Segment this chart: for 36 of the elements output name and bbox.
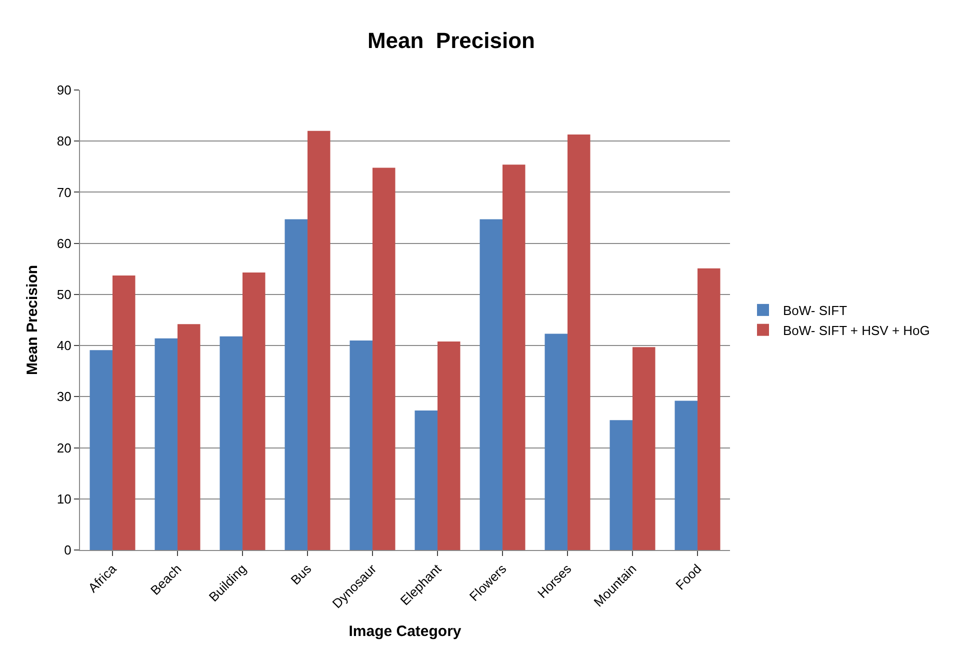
bar [112, 276, 136, 550]
y-tick-label: 80 [56, 134, 72, 149]
bar [220, 336, 242, 550]
bar [308, 130, 330, 550]
legend-label: BoW- SIFT [783, 303, 848, 318]
legend-label: BoW- SIFT + HSV + HoG [783, 322, 930, 338]
x-axis-title: Image Category [348, 623, 462, 640]
y-tick-label: 10 [56, 491, 72, 506]
y-tick-label: 0 [64, 542, 72, 558]
bar [372, 168, 396, 550]
y-axis-title: Mean Precision [24, 264, 42, 376]
bar [480, 219, 502, 550]
y-tick-label: 50 [56, 286, 72, 302]
chart-title: Mean Precision [367, 28, 535, 53]
bar [632, 347, 656, 550]
bar [544, 334, 568, 550]
bar [178, 324, 200, 550]
bar [284, 219, 308, 550]
x-tick-label: Bus [288, 560, 315, 588]
y-tick-label: 90 [56, 82, 72, 98]
bar [438, 341, 460, 550]
y-tick-label: 30 [56, 389, 72, 404]
y-tick-label: 40 [56, 338, 72, 354]
y-tick-label: 70 [56, 184, 72, 200]
bar [610, 420, 632, 550]
bar [502, 164, 526, 550]
bar [350, 340, 372, 550]
bar [414, 410, 438, 550]
bar [568, 134, 590, 550]
bar [90, 350, 112, 550]
bar [154, 338, 178, 550]
bar [698, 268, 720, 550]
y-tick-label: 20 [56, 440, 72, 456]
bar [242, 272, 266, 550]
y-tick-label: 60 [56, 236, 72, 251]
bar [674, 400, 698, 550]
